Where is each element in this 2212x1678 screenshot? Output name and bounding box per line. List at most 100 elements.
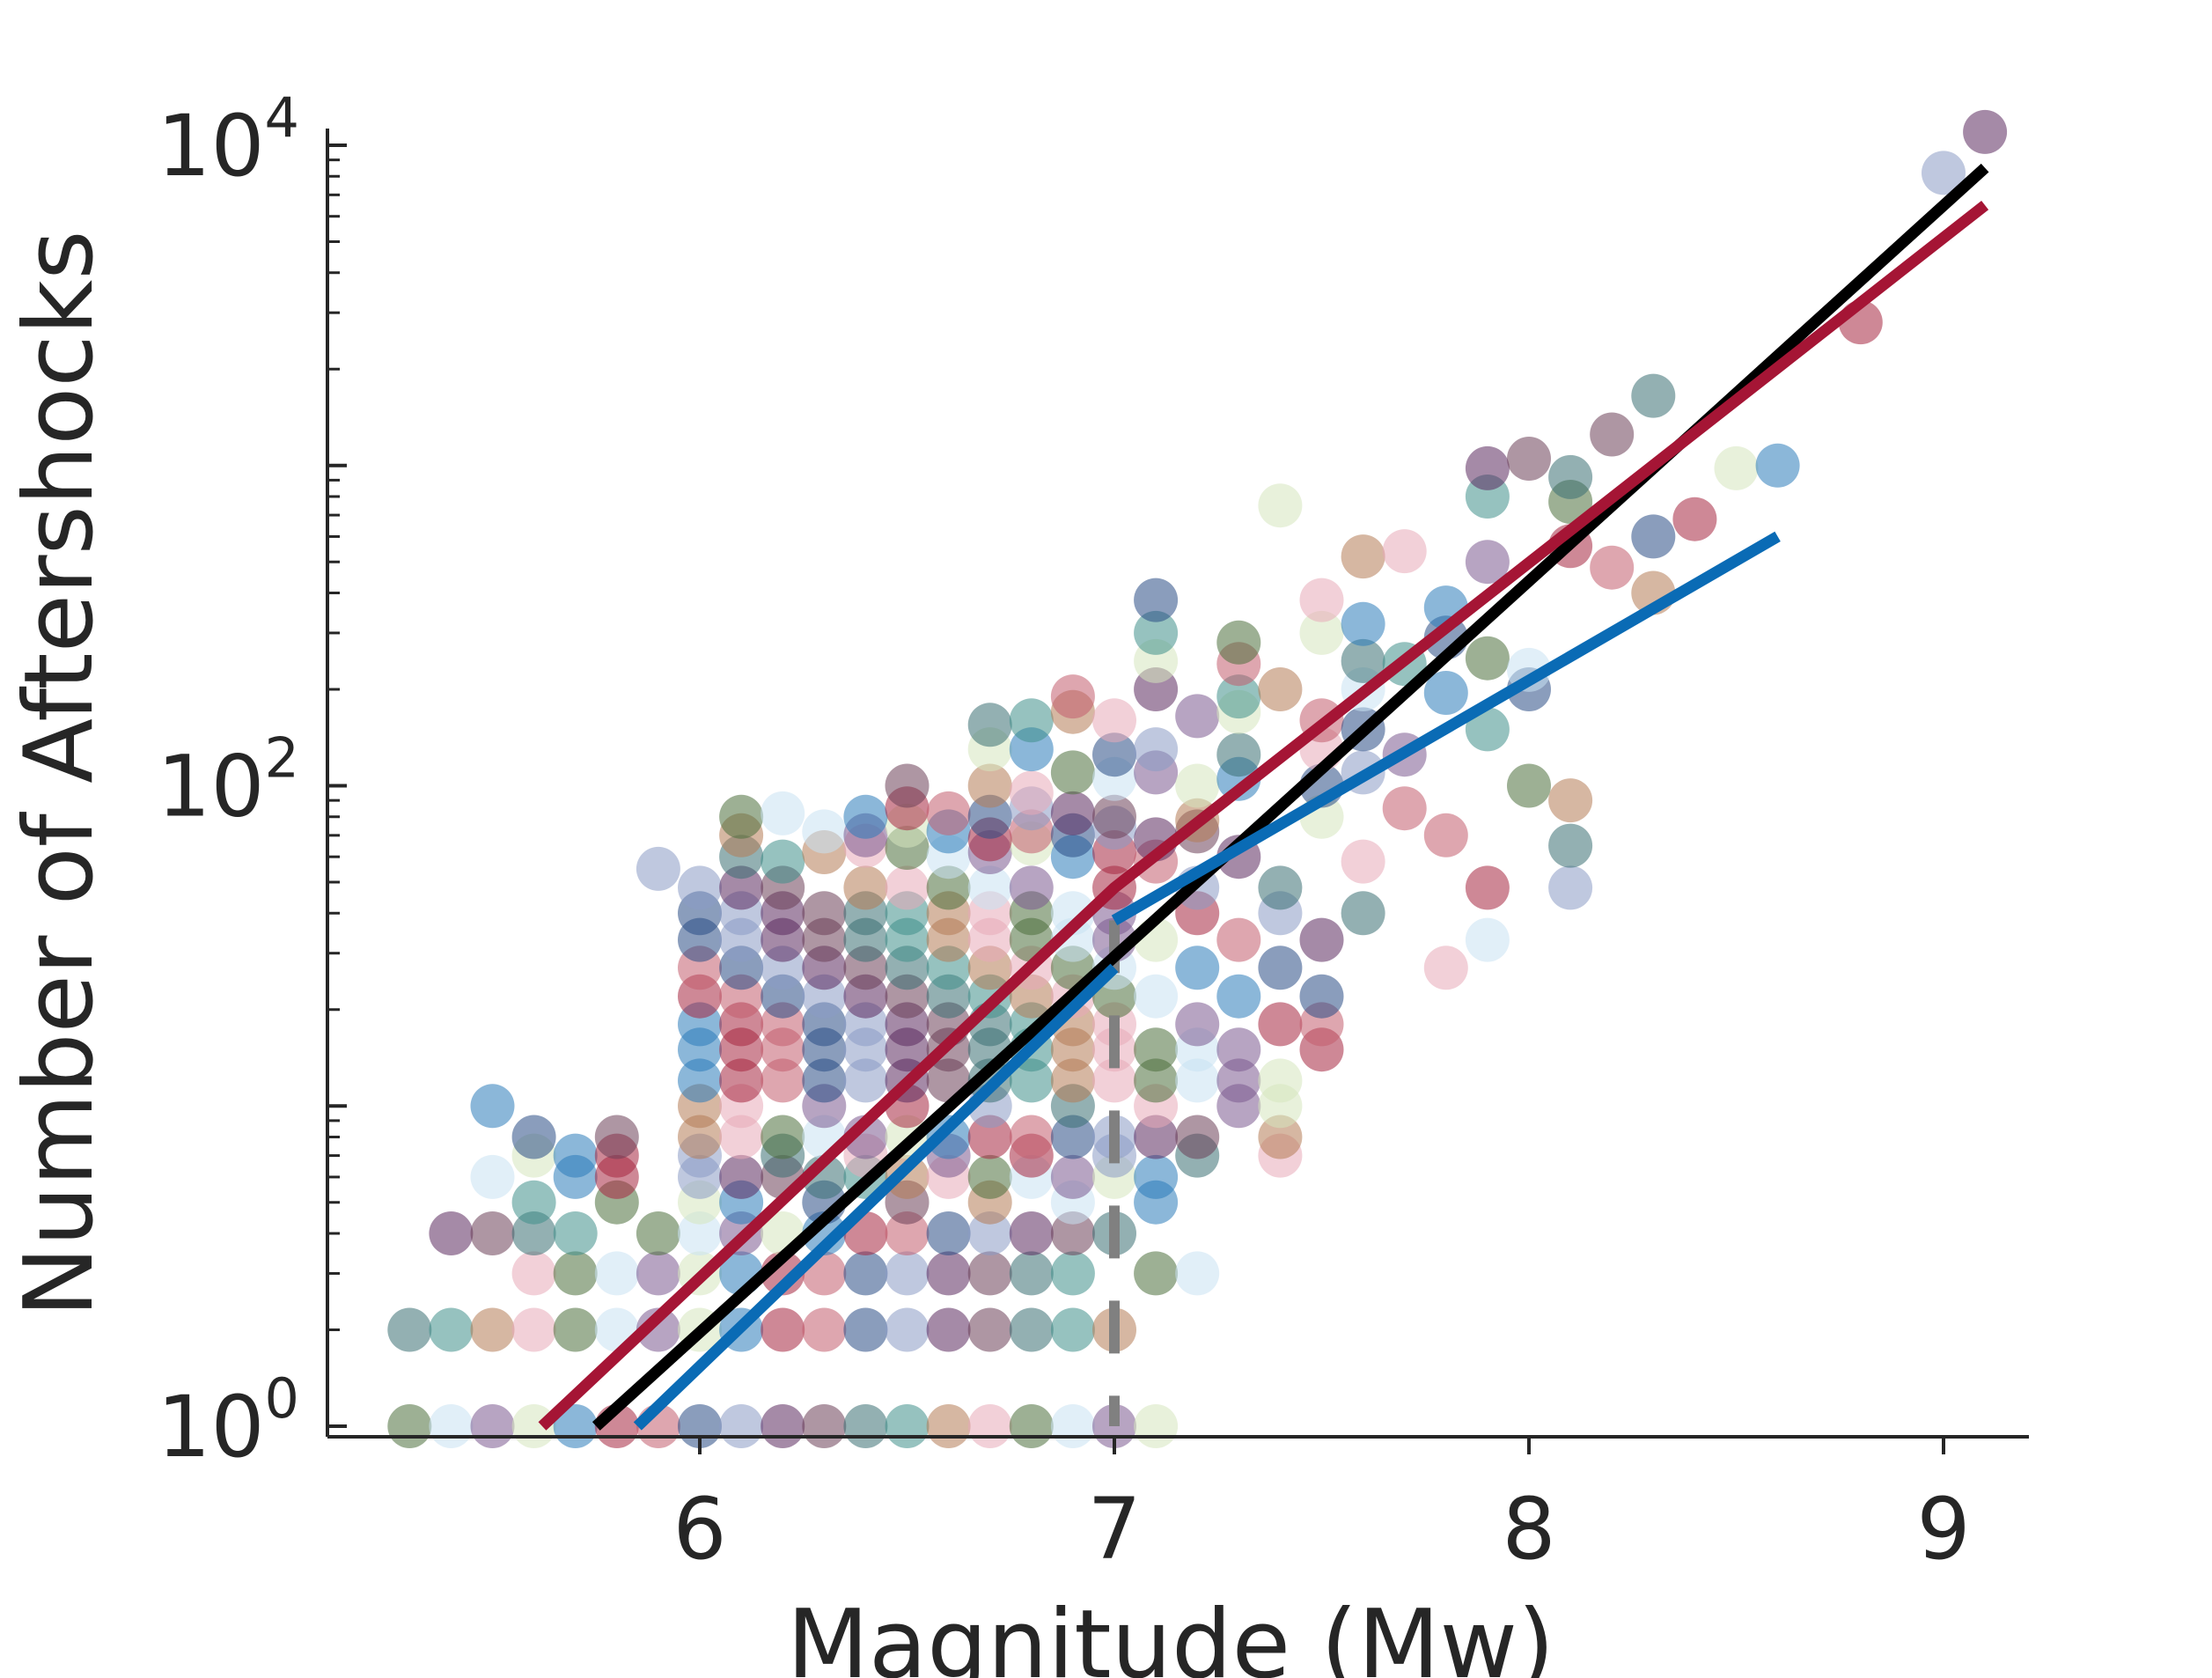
data-point bbox=[1175, 1002, 1220, 1047]
data-point bbox=[636, 1251, 680, 1296]
data-point bbox=[1050, 1404, 1095, 1448]
data-point bbox=[1050, 1154, 1095, 1199]
data-point bbox=[1216, 674, 1261, 719]
fit-line bbox=[592, 163, 1989, 1431]
data-point bbox=[1465, 917, 1510, 962]
data-point bbox=[678, 1211, 722, 1255]
data-point bbox=[1465, 445, 1510, 490]
data-point bbox=[387, 1404, 432, 1448]
data-point bbox=[802, 1404, 847, 1448]
data-point bbox=[1714, 445, 1759, 490]
data-point bbox=[802, 1058, 847, 1103]
data-point bbox=[761, 791, 805, 835]
fit-line bbox=[1111, 531, 1781, 926]
data-point bbox=[1299, 917, 1344, 962]
x-axis-title: Magnitude (Mw) bbox=[787, 1590, 1554, 1678]
data-point bbox=[719, 1154, 764, 1199]
data-point bbox=[1590, 545, 1635, 590]
fit-line bbox=[633, 963, 1119, 1431]
data-point bbox=[1216, 732, 1261, 777]
data-point bbox=[926, 1211, 971, 1255]
data-point bbox=[1341, 534, 1385, 579]
data-point bbox=[1175, 763, 1220, 808]
data-point bbox=[885, 1307, 930, 1352]
data-point bbox=[926, 791, 971, 835]
data-point bbox=[967, 1211, 1012, 1255]
data-point bbox=[1631, 514, 1676, 559]
data-point bbox=[885, 865, 930, 910]
data-point bbox=[1050, 1115, 1095, 1159]
data-point bbox=[1258, 865, 1303, 910]
data-point bbox=[967, 763, 1012, 808]
data-point bbox=[1258, 483, 1303, 528]
data-point bbox=[885, 763, 930, 808]
data-point bbox=[1341, 601, 1385, 646]
data-point bbox=[967, 703, 1012, 747]
y-tick-label: 102 bbox=[157, 726, 299, 836]
data-point bbox=[843, 1251, 888, 1296]
data-point bbox=[1009, 770, 1054, 815]
data-point bbox=[926, 1404, 971, 1448]
ticks: 6 7 8 9 100 102 104 bbox=[157, 85, 1970, 1579]
data-point bbox=[678, 1115, 722, 1159]
data-point bbox=[511, 1307, 556, 1352]
data-point bbox=[1548, 823, 1593, 868]
data-point bbox=[1050, 674, 1095, 719]
data-point bbox=[1216, 1027, 1261, 1072]
x-tick-label: 8 bbox=[1502, 1480, 1555, 1579]
data-point bbox=[1050, 750, 1095, 795]
data-point bbox=[926, 1115, 971, 1159]
data-point bbox=[967, 865, 1012, 910]
data-point bbox=[1009, 865, 1054, 910]
data-point bbox=[470, 1154, 515, 1199]
data-point bbox=[1216, 974, 1261, 1019]
data-point bbox=[1423, 946, 1468, 990]
data-point bbox=[553, 1251, 598, 1296]
data-point bbox=[1009, 1115, 1054, 1159]
data-point bbox=[1548, 454, 1593, 499]
data-point bbox=[967, 1251, 1012, 1296]
data-point bbox=[1175, 1251, 1220, 1296]
data-point bbox=[1050, 1058, 1095, 1103]
data-point bbox=[885, 1211, 930, 1255]
data-point bbox=[719, 1115, 764, 1159]
data-point bbox=[511, 1180, 556, 1225]
data-point bbox=[1548, 778, 1593, 823]
data-point bbox=[594, 1115, 639, 1159]
data-point bbox=[719, 1404, 764, 1448]
data-point bbox=[1258, 946, 1303, 990]
data-point bbox=[843, 1307, 888, 1352]
x-tick-label: 7 bbox=[1087, 1480, 1141, 1579]
data-point bbox=[1548, 865, 1593, 910]
y-tick-label: 100 bbox=[157, 1366, 299, 1476]
data-point bbox=[1050, 1211, 1095, 1255]
data-point bbox=[1134, 1027, 1179, 1072]
data-point bbox=[967, 1307, 1012, 1352]
data-point bbox=[926, 865, 971, 910]
data-point bbox=[1092, 1058, 1136, 1103]
data-point bbox=[470, 1084, 515, 1129]
data-point bbox=[553, 1307, 598, 1352]
data-point bbox=[1092, 732, 1136, 777]
data-point bbox=[553, 1211, 598, 1255]
data-point bbox=[678, 1058, 722, 1103]
scatter-points bbox=[387, 109, 2008, 1448]
data-point bbox=[1175, 946, 1220, 990]
data-point bbox=[1009, 1211, 1054, 1255]
data-point bbox=[1382, 786, 1427, 831]
data-point bbox=[885, 1404, 930, 1448]
data-point bbox=[1050, 791, 1095, 835]
data-point bbox=[761, 1404, 805, 1448]
data-point bbox=[511, 1251, 556, 1296]
data-point bbox=[1423, 813, 1468, 857]
data-point bbox=[1050, 1251, 1095, 1296]
data-point bbox=[1258, 1058, 1303, 1103]
data-point bbox=[1216, 1058, 1261, 1103]
data-point bbox=[1134, 727, 1179, 772]
data-point bbox=[926, 1307, 971, 1352]
data-point bbox=[511, 1115, 556, 1159]
data-point bbox=[761, 1058, 805, 1103]
data-point bbox=[1341, 638, 1385, 683]
data-point bbox=[802, 891, 847, 936]
data-point bbox=[1590, 412, 1635, 457]
